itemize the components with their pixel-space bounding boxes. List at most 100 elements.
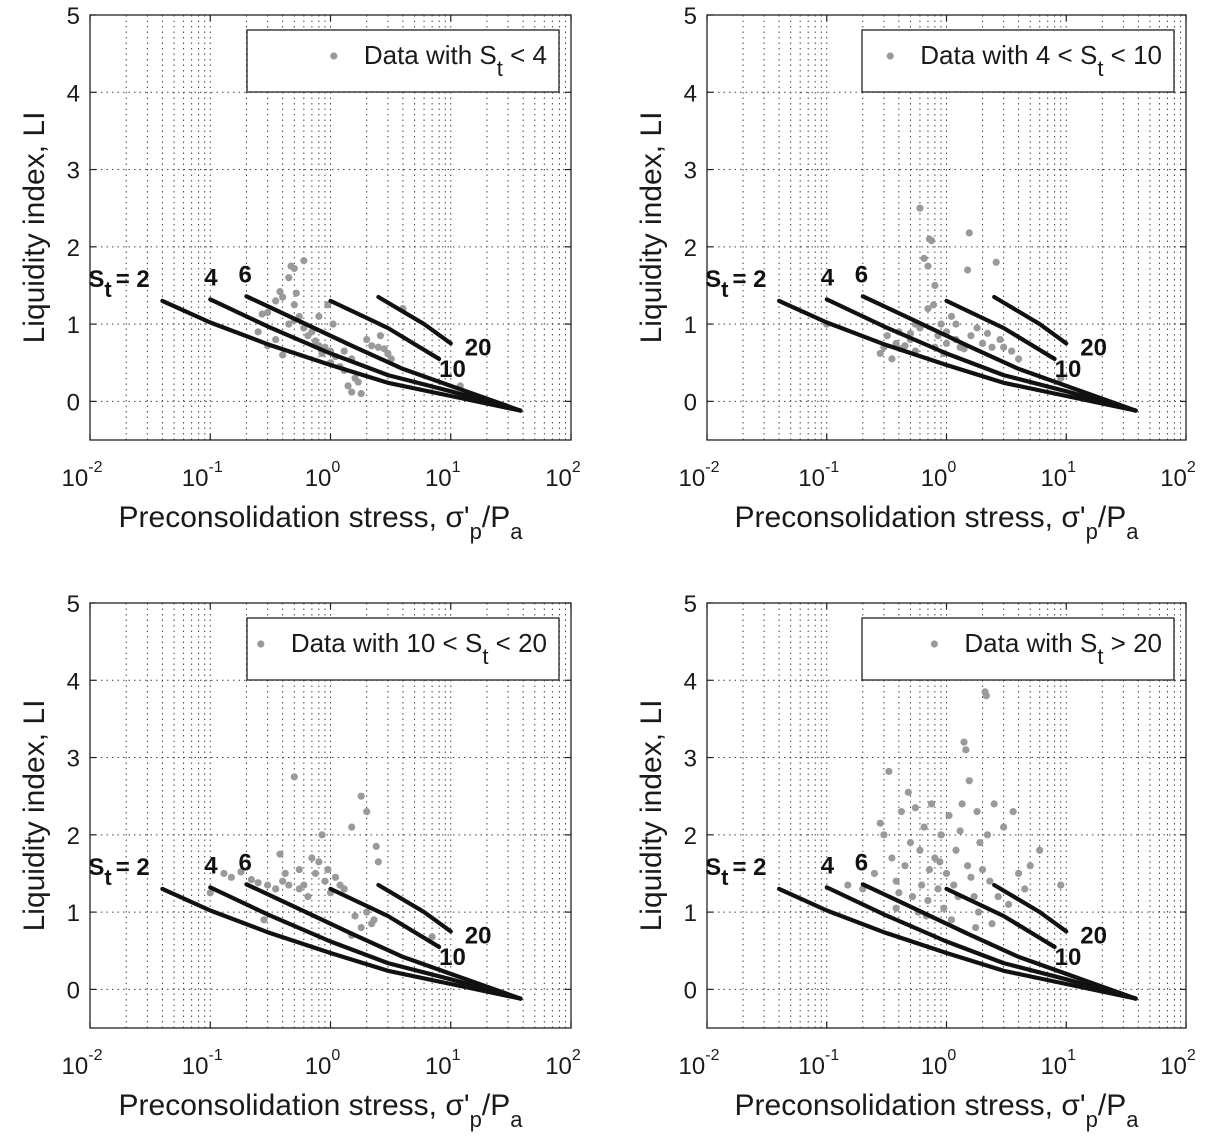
- data-point: [281, 869, 289, 878]
- data-point: [883, 332, 891, 340]
- curve-st-2: [160, 298, 523, 413]
- data-point: [357, 923, 365, 932]
- y-tick-label: 5: [684, 591, 697, 618]
- curve-st-2: [160, 886, 523, 1001]
- data-point: [892, 877, 900, 885]
- panel-4: 10-2 10-1 100 101 102012345Preconsolidation …: [635, 591, 1196, 1132]
- data-point: [344, 382, 352, 390]
- data-point: [967, 873, 975, 881]
- y-tick-label: 2: [684, 235, 697, 262]
- y-tick-label: 5: [67, 591, 80, 618]
- curve-label-st10: 10: [1055, 944, 1082, 971]
- curve-st-20: [376, 882, 453, 934]
- curve-st-6: [244, 882, 523, 1001]
- data-point: [844, 881, 852, 889]
- y-tick-label: 0: [684, 389, 697, 416]
- curve-st-4: [824, 297, 1138, 413]
- data-point: [264, 308, 272, 317]
- legend-label: Data with St < 4: [364, 40, 547, 81]
- x-tick-label: 102: [1160, 1047, 1196, 1080]
- y-axis-label: Liquidity index, LI: [18, 700, 51, 932]
- data-point: [920, 254, 928, 263]
- data-point: [950, 881, 958, 889]
- sensitivity-curves: [777, 294, 1138, 413]
- y-tick-label: 3: [684, 158, 697, 185]
- data-point: [384, 349, 392, 358]
- data-point: [290, 301, 298, 309]
- data-point: [1057, 374, 1065, 382]
- y-tick-label: 1: [684, 900, 697, 927]
- y-tick-label: 1: [67, 900, 80, 927]
- data-point: [329, 320, 337, 328]
- data-point: [973, 808, 981, 816]
- data-point: [911, 804, 920, 812]
- data-point: [1021, 885, 1029, 893]
- data-point: [983, 831, 992, 839]
- data-point: [300, 257, 308, 265]
- data-point: [952, 320, 960, 328]
- data-point: [978, 865, 987, 874]
- data-point: [1026, 862, 1034, 870]
- data-point: [880, 831, 888, 839]
- data-point: [308, 854, 316, 862]
- data-point: [279, 877, 287, 885]
- y-tick-label: 4: [684, 80, 697, 107]
- data-point: [318, 831, 326, 839]
- data-point: [315, 858, 323, 866]
- data-point: [300, 881, 308, 889]
- data-point: [292, 289, 300, 297]
- data-point: [272, 297, 280, 305]
- data-point: [428, 933, 436, 941]
- x-axis-label: Preconsolidation stress, σ'p/Pa: [735, 1089, 1140, 1132]
- curve-label-st20: 20: [1080, 922, 1107, 949]
- curve-st-20: [376, 294, 453, 346]
- data-point: [956, 827, 964, 835]
- legend-label: Data with St > 20: [964, 628, 1162, 669]
- x-tick-label: 10-1: [798, 459, 839, 492]
- data-point: [962, 746, 970, 754]
- data-point: [918, 881, 926, 889]
- data-point: [354, 378, 362, 386]
- legend-box: [246, 29, 560, 93]
- data-point: [920, 823, 928, 831]
- legend-box: [861, 29, 1175, 93]
- data-point: [924, 896, 932, 905]
- data-point: [285, 881, 293, 889]
- curve-st-10: [328, 298, 442, 361]
- y-axis-label: Liquidity index, LI: [635, 112, 668, 344]
- curve-label-st2: St = 2: [88, 854, 149, 890]
- data-point: [970, 893, 978, 901]
- data-point: [357, 792, 365, 800]
- data-point: [276, 850, 284, 858]
- x-tick-label: 101: [1040, 459, 1076, 492]
- curve-st-10: [328, 886, 442, 949]
- data-point: [368, 342, 376, 350]
- data-point: [942, 869, 951, 878]
- data-point: [324, 865, 332, 874]
- y-tick-label: 2: [684, 823, 697, 850]
- data-point: [363, 908, 371, 916]
- data-point: [958, 800, 966, 808]
- curve-st-4: [208, 297, 523, 413]
- data-point: [960, 738, 968, 746]
- data-point: [1000, 823, 1008, 831]
- data-point: [965, 777, 973, 785]
- data-point: [927, 800, 936, 808]
- x-tick-label: 101: [1040, 1047, 1076, 1080]
- x-tick-label: 102: [1160, 459, 1196, 492]
- x-tick-label: 10-1: [182, 1047, 223, 1080]
- curve-label-st4: 4: [204, 852, 218, 879]
- curve-label-st6: 6: [238, 849, 251, 876]
- series-points: [823, 204, 1065, 382]
- data-point: [1004, 900, 1013, 908]
- data-point: [304, 893, 312, 901]
- x-tick-label: 102: [545, 459, 581, 492]
- data-point: [290, 773, 298, 781]
- series-points: [254, 257, 464, 398]
- curve-label-st2: St = 2: [705, 854, 766, 890]
- data-point: [351, 912, 359, 920]
- data-point: [272, 885, 280, 893]
- legend-marker: [930, 640, 938, 648]
- panel-3: 10-2 10-1 100 101 102012345Preconsolidation …: [18, 591, 581, 1132]
- data-point: [254, 328, 262, 336]
